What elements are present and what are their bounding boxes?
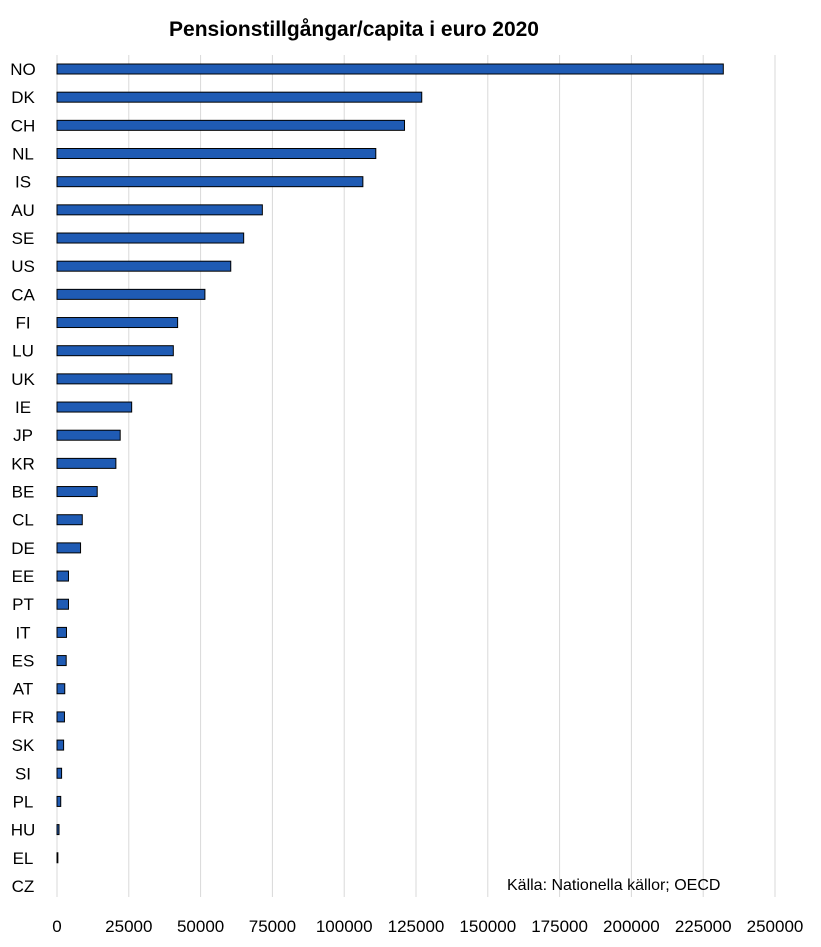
bar [56,457,117,469]
category-label: CL [12,511,34,530]
source-annotation: Källa: Nationella källor; OECD [507,877,721,894]
bar [56,345,174,357]
grid-lines [56,55,776,897]
category-label: JP [13,426,33,445]
category-label: NL [12,145,34,164]
x-tick-label: 100000 [316,917,373,936]
category-label: EL [13,849,34,868]
bar [56,204,263,216]
x-tick-label: 75000 [249,917,296,936]
category-label: PT [12,595,34,614]
bar [56,655,67,667]
bar [56,824,60,836]
bar [56,683,66,695]
bar [56,119,406,131]
category-label: UK [11,370,35,389]
x-tick-label: 250000 [747,917,804,936]
x-tick-label: 25000 [105,917,152,936]
category-label: FR [12,708,35,727]
x-tick-label: 175000 [531,917,588,936]
x-tick-label: 150000 [459,917,516,936]
bar [56,486,98,498]
bar [56,317,179,329]
category-label: DE [11,539,35,558]
category-label: CA [11,285,35,304]
bar [56,176,364,188]
category-label: FI [15,314,30,333]
bar [56,373,173,385]
x-tick-label: 0 [52,917,61,936]
category-label: CH [11,116,36,135]
bar [56,852,59,864]
bar [56,232,245,244]
x-tick-label: 225000 [675,917,732,936]
category-label: LU [12,342,34,361]
category-label: IE [15,398,31,417]
category-label: SK [12,736,35,755]
bar [56,63,724,75]
bar [56,288,206,300]
category-label: BE [12,483,35,502]
bar [56,570,69,582]
bar [56,711,65,723]
bar [56,429,121,441]
category-label: SE [12,229,35,248]
bar [56,767,63,779]
bar [56,626,67,638]
category-label: PL [13,792,34,811]
x-tick-label: 50000 [177,917,224,936]
bar [56,260,232,272]
bar [56,795,62,807]
bar [56,514,83,526]
x-tick-label: 125000 [388,917,445,936]
category-label: DK [11,88,35,107]
category-label: AU [11,201,35,220]
category-label: CZ [12,877,35,896]
bars [56,63,724,864]
category-label: NO [10,60,36,79]
category-label: EE [12,567,35,586]
category-label: ES [12,652,35,671]
category-label: KR [11,454,35,473]
bar [56,148,377,160]
bar [56,542,82,554]
bar [56,401,133,413]
category-label: HU [11,821,36,840]
bar [56,739,65,751]
category-labels: NO DK CH NL IS AU SE US CA FI LU UK IE JP KR BE CL DE EE PT… [10,60,36,896]
category-label: IT [15,623,30,642]
category-label: US [11,257,35,276]
x-tick-label: 200000 [603,917,660,936]
bar [56,91,423,103]
chart-title: Pensionstillgångar/capita i euro 2020 [169,18,539,41]
category-label: SI [15,764,31,783]
category-label: AT [13,680,33,699]
category-label: IS [15,173,31,192]
bar [56,598,69,610]
x-tick-labels: 0 25000 50000 75000 100000 125000 150000 175000… [52,917,803,936]
